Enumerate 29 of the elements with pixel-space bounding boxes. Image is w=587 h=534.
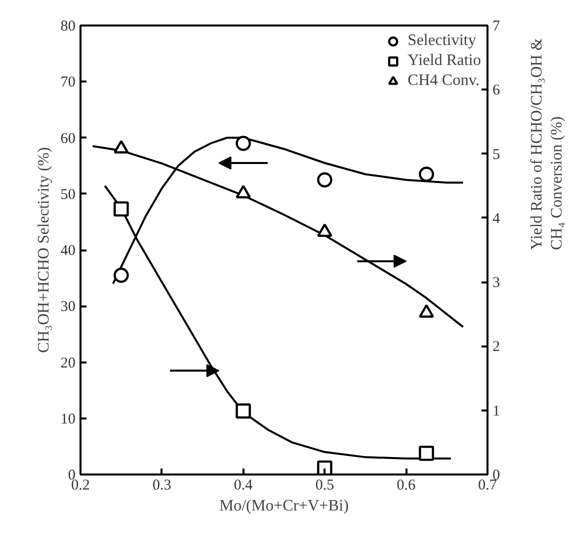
x-tick-label: 0.6: [396, 478, 416, 494]
y-tick-label: 20: [60, 355, 76, 372]
y2-tick-label: 3: [492, 275, 500, 292]
y-tick-label: 80: [60, 18, 76, 34]
point: [236, 136, 251, 151]
x-axis-title: Mo/(Mo+Cr+V+Bi): [219, 498, 349, 514]
point: [114, 268, 129, 283]
y-tick-label: 70: [60, 74, 76, 91]
y2-tick-label: 1: [492, 403, 500, 420]
y2-axis-title: Yield Ratio of HCHO/CH₃OH & CH₄ Conversion (%): [528, 38, 566, 250]
y2-tick-label: 6: [492, 82, 500, 99]
y-tick-label: 50: [60, 186, 76, 203]
point: [418, 166, 434, 182]
x-tick-label: 0.4: [234, 478, 254, 494]
y2-tick-label: 5: [492, 146, 500, 163]
y2-tick-label: 4: [492, 210, 500, 227]
y-axis-title: CH₃OH+HCHO Selectivity (%): [36, 147, 52, 353]
y-tick-label: 30: [60, 299, 76, 316]
legend-label: Selectivity: [408, 32, 476, 50]
y-tick-label: 60: [60, 130, 76, 147]
x-tick-label: 0.5: [315, 478, 334, 494]
y-tick-label: 10: [60, 411, 76, 428]
point: [317, 172, 332, 188]
y-tick-label: 40: [60, 243, 76, 259]
legend-label: Yield Ratio: [408, 52, 481, 70]
y2-tick-label: 2: [492, 339, 500, 356]
x-tick-label: 0.3: [152, 478, 172, 494]
y2-tick-label: 7: [492, 18, 500, 34]
legend-label: CH4 Conv.: [408, 72, 480, 90]
